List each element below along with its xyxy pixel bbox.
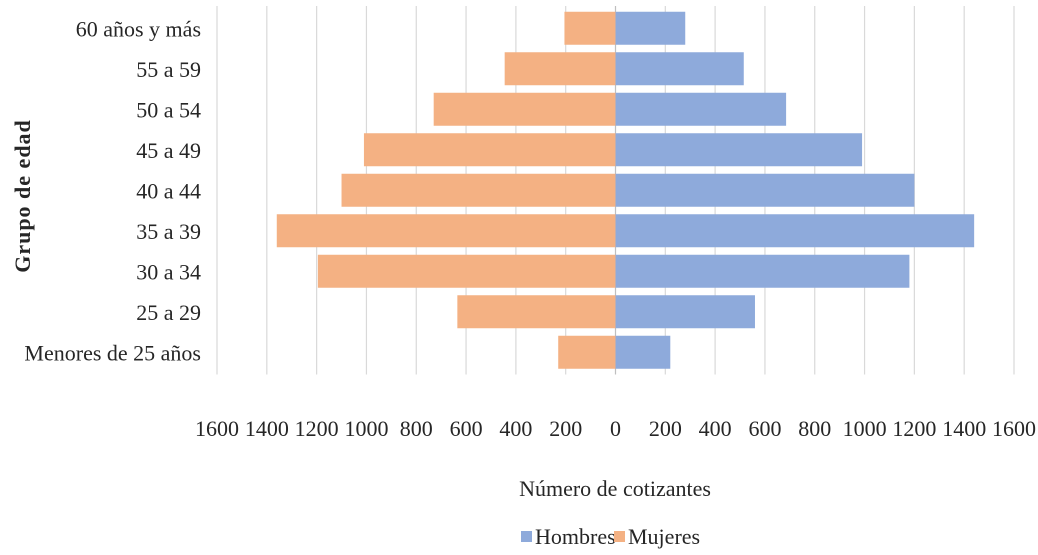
x-tick-label: 1400 <box>942 416 986 441</box>
bar-hombres <box>615 335 671 369</box>
y-axis-title: Grupo de edad <box>10 119 35 273</box>
x-tick-label: 800 <box>798 416 831 441</box>
legend-swatch-hombres <box>521 531 532 542</box>
bars <box>276 11 975 369</box>
x-tick-label: 1000 <box>843 416 887 441</box>
x-tick-label: 600 <box>748 416 781 441</box>
x-tick-label: 600 <box>450 416 483 441</box>
x-tick-label: 1400 <box>245 416 289 441</box>
legend-label-hombres: Hombres <box>535 524 616 549</box>
bar-mujeres <box>317 254 616 288</box>
bar-hombres <box>615 214 975 248</box>
bar-hombres <box>615 133 863 167</box>
bar-hombres <box>615 11 686 45</box>
bar-hombres <box>615 254 910 288</box>
x-tick-label: 400 <box>499 416 532 441</box>
bar-mujeres <box>457 295 616 329</box>
x-tick-label: 1600 <box>195 416 239 441</box>
legend-label-mujeres: Mujeres <box>628 524 700 549</box>
category-label: Menores de 25 años <box>24 340 201 365</box>
bar-hombres <box>615 92 787 126</box>
bar-mujeres <box>564 11 616 45</box>
x-tick-label: 200 <box>549 416 582 441</box>
bar-hombres <box>615 52 744 86</box>
category-label: 60 años y más <box>76 16 201 41</box>
bar-hombres <box>615 173 915 207</box>
bar-mujeres <box>341 173 616 207</box>
category-label: 55 a 59 <box>136 57 201 82</box>
category-label: 35 a 39 <box>136 219 201 244</box>
bar-mujeres <box>276 214 616 248</box>
category-label: 40 a 44 <box>136 178 201 203</box>
category-label: 50 a 54 <box>136 97 201 122</box>
category-label: 30 a 34 <box>136 259 201 284</box>
x-tick-label: 400 <box>699 416 732 441</box>
x-tick-label: 1200 <box>892 416 936 441</box>
category-labels: 60 años y más 55 a 59 50 a 54 45 a 49 40 a 4… <box>24 16 201 365</box>
x-tick-label: 1200 <box>295 416 339 441</box>
x-tick-label: 1600 <box>992 416 1036 441</box>
x-tick-label: 1000 <box>344 416 388 441</box>
bar-mujeres <box>504 52 616 86</box>
bar-mujeres <box>558 335 616 369</box>
bar-mujeres <box>433 92 616 126</box>
x-tick-label: 0 <box>610 416 621 441</box>
legend-swatch-mujeres <box>614 531 625 542</box>
bar-mujeres <box>363 133 616 167</box>
category-label: 25 a 29 <box>136 300 201 325</box>
category-label: 45 a 49 <box>136 138 201 163</box>
bar-hombres <box>615 295 755 329</box>
x-axis-title: Número de cotizantes <box>519 476 711 501</box>
legend: Hombres Mujeres <box>521 524 700 549</box>
x-tick-labels: 1600 1400 1200 1000 800 600 400 200 0 200 400 600 80… <box>195 416 1036 441</box>
x-tick-label: 200 <box>649 416 682 441</box>
x-tick-label: 800 <box>400 416 433 441</box>
